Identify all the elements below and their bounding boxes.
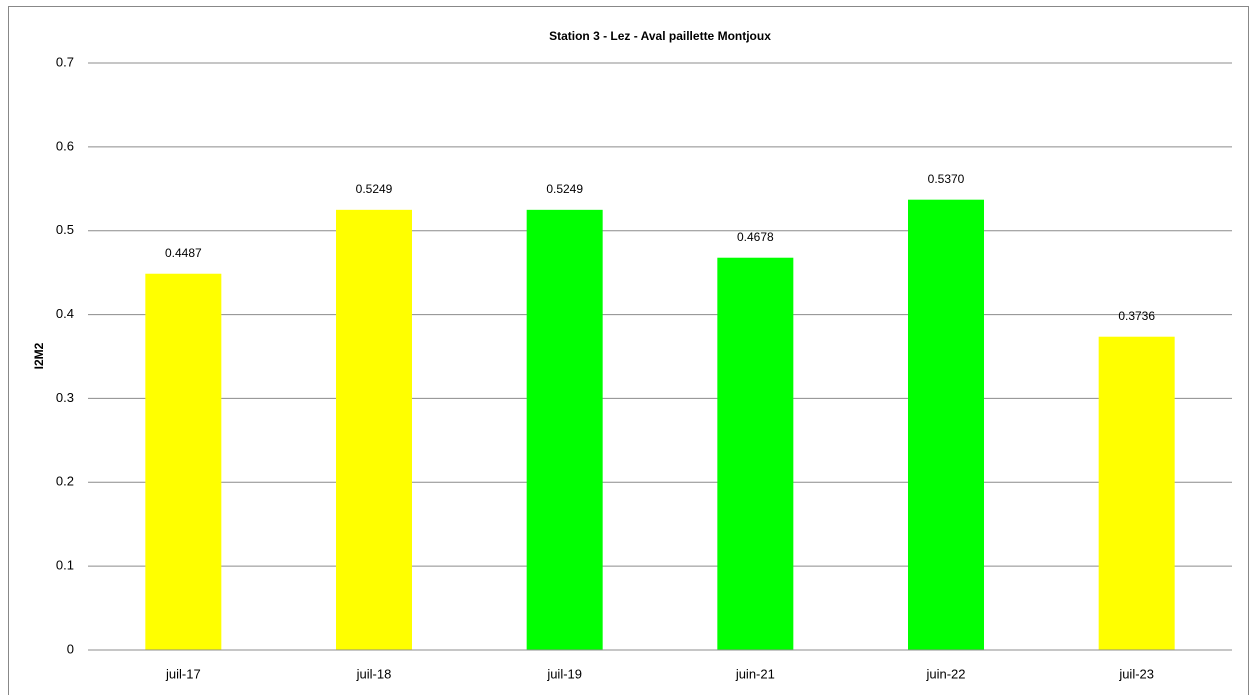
y-tick-label: 0.5 [56, 222, 74, 237]
x-tick-label: juil-19 [546, 666, 582, 681]
y-tick-label: 0.6 [56, 138, 74, 153]
bar [908, 199, 984, 651]
y-tick-label: 0.1 [56, 558, 74, 573]
value-label: 0.4487 [165, 246, 202, 260]
chart-title: Station 3 - Lez - Aval paillette Montjou… [549, 29, 771, 43]
y-tick-label: 0.2 [56, 474, 74, 489]
x-tick-label: juil-17 [165, 666, 201, 681]
x-tick-label: juil-23 [1118, 666, 1154, 681]
x-tick-label: juil-18 [356, 666, 392, 681]
bar [717, 257, 794, 650]
value-label: 0.5249 [356, 182, 393, 196]
x-tick-label: juin-22 [925, 666, 965, 681]
x-tick-label: juin-21 [735, 666, 775, 681]
bar [336, 209, 412, 650]
y-tick-label: 0.4 [56, 306, 74, 321]
y-axis-label: I2M2 [32, 342, 46, 369]
value-label: 0.3736 [1118, 309, 1155, 323]
bar [145, 273, 222, 650]
value-label: 0.5249 [546, 182, 583, 196]
bar [526, 209, 603, 650]
y-tick-label: 0.3 [56, 390, 74, 405]
value-label: 0.5370 [928, 172, 965, 186]
value-label: 0.4678 [737, 230, 774, 244]
y-tick-label: 0.7 [56, 54, 74, 69]
bar [1098, 336, 1175, 650]
y-tick-label: 0 [67, 641, 74, 656]
